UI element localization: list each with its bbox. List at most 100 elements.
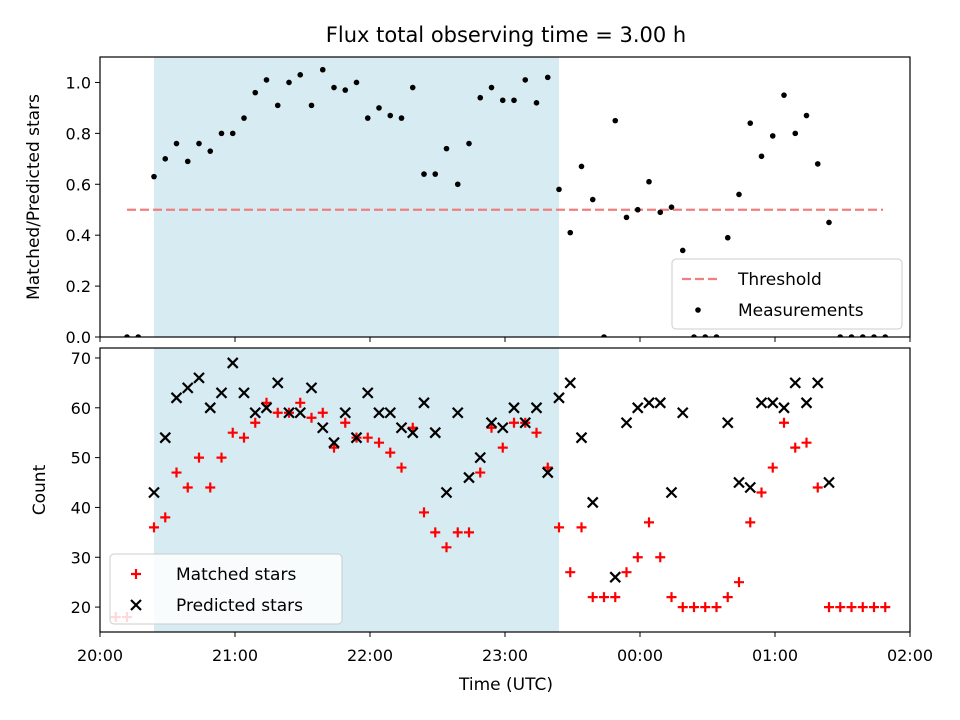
point-measurements [882,334,889,337]
point-measurements [522,77,529,83]
point-matched-stars [644,517,654,528]
point-predicted-stars [305,382,318,394]
y-tick-label: 0.2 [66,277,91,296]
point-measurements [477,94,484,101]
point-matched-stars [734,577,744,588]
point-predicted-stars [395,421,408,434]
point-matched-stars [689,602,699,613]
point-matched-stars [846,602,857,613]
point-matched-stars [587,592,598,603]
point-predicted-stars [170,392,183,404]
x-tick-label: 01:00 [752,646,798,665]
point-predicted-stars [350,431,363,444]
point-predicted-stars [328,436,340,449]
point-predicted-stars [148,486,160,499]
point-measurements [421,171,427,177]
point-measurements [398,115,405,121]
point-matched-stars [205,482,216,493]
point-predicted-stars [789,377,802,389]
legend-dot-marker [695,307,701,313]
point-matched-stars [610,592,621,603]
point-predicted-stars [609,571,622,583]
y-axis-label: Count [30,464,50,515]
point-predicted-stars [283,406,295,419]
point-predicted-stars [620,416,633,429]
point-matched-stars [767,462,778,473]
legend: Matched stars Predicted stars [109,553,343,625]
point-matched-stars [554,522,564,533]
point-matched-stars [452,527,463,538]
point-predicted-stars [316,421,329,434]
point-matched-stars [419,507,429,518]
point-matched-stars [801,437,812,448]
legend-label: Matched stars [176,565,296,585]
y-tick-label: 50 [71,449,91,468]
point-predicted-stars [766,397,779,409]
point-measurements [252,89,259,96]
point-predicted-stars [204,402,217,414]
y-tick-label: 60 [71,399,91,418]
point-matched-stars [700,602,711,613]
legend-label: Predicted stars [176,596,303,616]
point-matched-stars [306,412,317,423]
point-measurements [364,115,371,121]
point-predicted-stars [800,397,813,409]
point-matched-stars [374,437,384,448]
point-measurements [286,79,292,86]
point-measurements [218,130,225,137]
point-predicted-stars [519,416,532,429]
point-measurements [196,140,202,147]
point-measurements [871,334,877,337]
point-matched-stars [149,522,159,533]
point-predicted-stars [260,402,273,414]
y-tick-label: 0.4 [66,226,91,245]
point-predicted-stars [294,406,307,419]
point-matched-stars [565,567,576,578]
point-predicted-stars [429,426,442,439]
y-tick-label: 70 [71,349,91,368]
chart-title: Flux total observing time = 3.00 h [326,23,686,47]
point-measurements [151,173,157,180]
point-measurements [387,112,394,119]
point-matched-stars [497,442,508,453]
point-matched-stars [790,442,801,453]
point-predicted-stars [339,406,352,419]
data-layer [124,66,889,337]
ratio-panel: 0.0 0.2 0.4 0.6 0.8 1.0 Matched/Predicted star… [24,56,911,347]
point-measurements [623,214,630,221]
y-tick-label: 0.6 [66,175,91,194]
y-tick-label: 0.8 [66,124,91,143]
point-measurements [308,102,315,109]
point-measurements [803,112,810,119]
point-predicted-stars [530,402,543,414]
point-predicted-stars [496,421,509,434]
point-measurements [578,163,585,170]
point-matched-stars [227,427,238,438]
point-predicted-stars [541,466,554,479]
point-predicted-stars [159,431,172,444]
point-measurements [443,145,450,152]
point-matched-stars [239,432,249,443]
point-predicted-stars [463,471,475,484]
point-measurements [556,186,562,193]
point-matched-stars [677,602,688,613]
point-measurements [135,334,142,337]
point-matched-stars [261,397,272,408]
point-predicted-stars [271,377,284,389]
point-measurements [691,334,697,337]
point-measurements [747,120,754,126]
legend-plus-marker [131,569,141,579]
point-matched-stars [666,592,677,603]
count-panel: 20 30 40 50 60 70 20:00 21:00 22:00 23:00 00:00 01:… [30,347,933,665]
point-predicted-stars [778,402,790,414]
point-matched-stars [216,452,227,463]
point-predicted-stars [676,406,689,419]
point-predicted-stars [418,397,430,409]
point-matched-stars [779,417,789,428]
point-measurements [826,219,832,226]
point-matched-stars [542,462,553,473]
point-matched-stars [182,482,193,493]
point-predicted-stars [238,387,250,399]
point-matched-stars [621,567,632,578]
